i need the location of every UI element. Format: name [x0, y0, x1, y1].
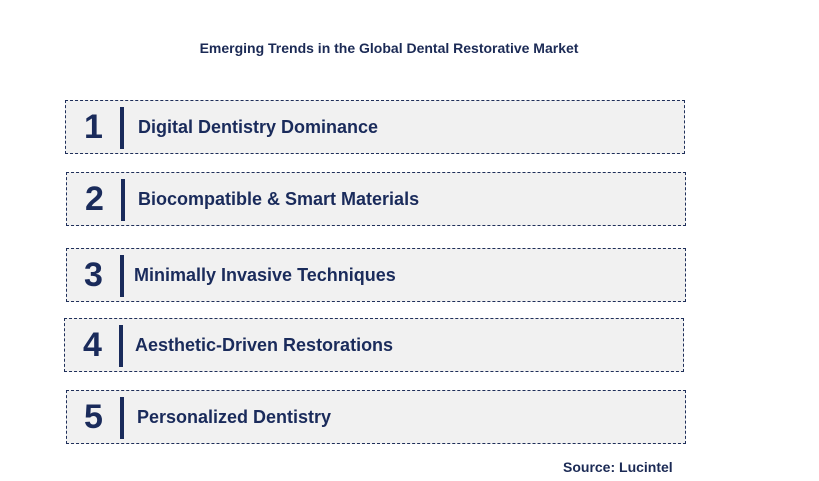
- diagram-title: Emerging Trends in the Global Dental Res…: [199, 40, 579, 56]
- trend-number: 1: [84, 107, 103, 146]
- trend-divider: [121, 179, 125, 221]
- trend-item-5: 5 Personalized Dentistry: [66, 390, 686, 444]
- trend-label: Personalized Dentistry: [137, 406, 332, 427]
- trend-number: 3: [84, 255, 103, 294]
- trend-number: 2: [85, 179, 104, 218]
- trend-divider: [119, 325, 123, 367]
- trend-label: Digital Dentistry Dominance: [138, 116, 379, 137]
- trend-item-3: 3 Minimally Invasive Techniques: [66, 248, 686, 302]
- trend-item-1: 1 Digital Dentistry Dominance: [65, 100, 685, 154]
- trend-label: Biocompatible & Smart Materials: [138, 188, 420, 209]
- trend-label: Aesthetic-Driven Restorations: [135, 334, 394, 355]
- trend-number: 4: [83, 325, 102, 364]
- trend-item-2: 2 Biocompatible & Smart Materials: [66, 172, 686, 226]
- source-label: Source: Lucintel: [563, 459, 673, 475]
- trend-divider: [120, 397, 124, 439]
- trend-label: Minimally Invasive Techniques: [134, 264, 396, 285]
- trend-divider: [120, 107, 124, 149]
- trend-divider: [120, 255, 124, 297]
- trend-item-4: 4 Aesthetic-Driven Restorations: [64, 318, 684, 372]
- trend-number: 5: [84, 397, 103, 436]
